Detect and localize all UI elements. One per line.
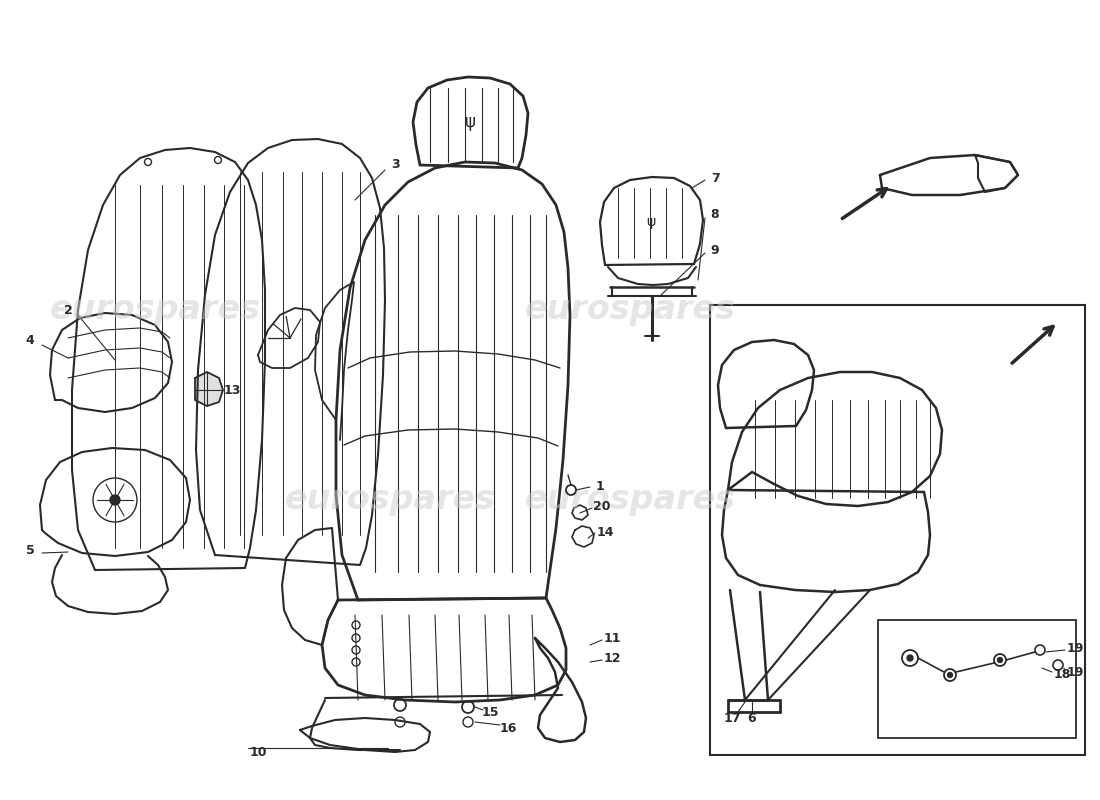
- Text: eurospares: eurospares: [285, 483, 495, 517]
- Bar: [710, 305, 1085, 755]
- Text: 2: 2: [64, 303, 73, 317]
- Text: 19: 19: [1066, 642, 1083, 654]
- Text: 16: 16: [499, 722, 517, 734]
- Text: 5: 5: [25, 543, 34, 557]
- Text: eurospares: eurospares: [525, 483, 736, 517]
- Text: 12: 12: [603, 651, 620, 665]
- Text: eurospares: eurospares: [525, 294, 736, 326]
- Text: 18: 18: [1054, 669, 1070, 682]
- Text: 4: 4: [25, 334, 34, 346]
- Circle shape: [947, 673, 953, 678]
- Text: 19: 19: [1066, 666, 1083, 678]
- Text: 15: 15: [482, 706, 498, 718]
- Text: 3: 3: [390, 158, 399, 171]
- Text: eurospares: eurospares: [50, 294, 261, 326]
- Text: 20: 20: [593, 501, 611, 514]
- Text: 7: 7: [711, 171, 719, 185]
- Text: ψ: ψ: [464, 113, 475, 131]
- Text: 10: 10: [250, 746, 266, 758]
- Text: 14: 14: [596, 526, 614, 538]
- Bar: [878, 620, 1076, 738]
- Text: 6: 6: [748, 711, 757, 725]
- Circle shape: [998, 658, 1002, 662]
- Text: ψ: ψ: [647, 215, 656, 229]
- Text: 17: 17: [724, 711, 740, 725]
- Circle shape: [908, 655, 913, 661]
- Text: 1: 1: [595, 481, 604, 494]
- Text: 8: 8: [711, 209, 719, 222]
- Text: 9: 9: [711, 243, 719, 257]
- Text: 11: 11: [603, 631, 620, 645]
- Text: 13: 13: [223, 383, 241, 397]
- Polygon shape: [195, 372, 223, 406]
- Circle shape: [110, 495, 120, 505]
